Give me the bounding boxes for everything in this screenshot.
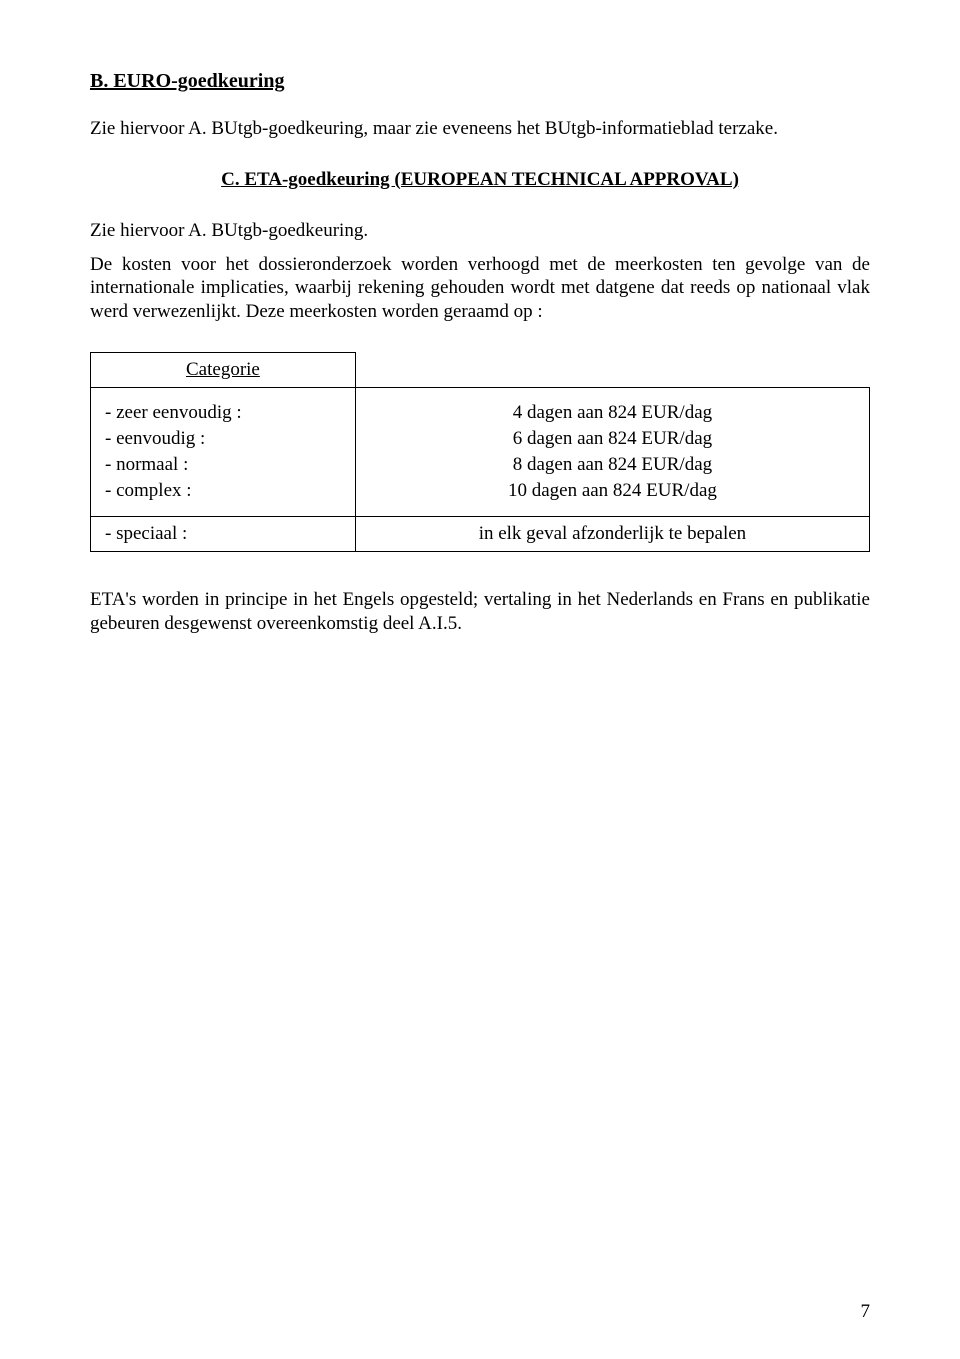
tariff-special-row: - speciaal : in elk geval afzonderlijk t… bbox=[91, 516, 870, 551]
tariff-labels-cell: - zeer eenvoudig : - eenvoudig : - norma… bbox=[91, 387, 356, 516]
document-page: B. EURO-goedkeuring Zie hiervoor A. BUtg… bbox=[0, 0, 960, 1359]
tariff-special-label: - speciaal : bbox=[91, 516, 356, 551]
page-number: 7 bbox=[861, 1301, 871, 1323]
tariff-row-value: 6 dagen aan 824 EUR/dag bbox=[370, 426, 855, 452]
section-b-paragraph: Zie hiervoor A. BUtgb-goedkeuring, maar … bbox=[90, 117, 870, 141]
tariff-header-empty bbox=[355, 352, 869, 387]
section-c-heading: C. ETA-goedkeuring (EUROPEAN TECHNICAL A… bbox=[90, 169, 870, 191]
tariff-row-label: - eenvoudig : bbox=[105, 426, 341, 452]
tariff-values-cell: 4 dagen aan 824 EUR/dag 6 dagen aan 824 … bbox=[355, 387, 869, 516]
section-c-footer: ETA's worden in principe in het Engels o… bbox=[90, 588, 870, 636]
tariff-special-value: in elk geval afzonderlijk te bepalen bbox=[355, 516, 869, 551]
tariff-header-row: Categorie bbox=[91, 352, 870, 387]
tariff-body-row: - zeer eenvoudig : - eenvoudig : - norma… bbox=[91, 387, 870, 516]
tariff-table: Categorie - zeer eenvoudig : - eenvoudig… bbox=[90, 352, 870, 552]
tariff-row-value: 4 dagen aan 824 EUR/dag bbox=[370, 400, 855, 426]
tariff-row-value: 8 dagen aan 824 EUR/dag bbox=[370, 452, 855, 478]
section-c-body: De kosten voor het dossieronderzoek word… bbox=[90, 253, 870, 324]
tariff-row-label: - normaal : bbox=[105, 452, 341, 478]
tariff-header-category: Categorie bbox=[91, 352, 356, 387]
section-c-intro: Zie hiervoor A. BUtgb-goedkeuring. bbox=[90, 219, 870, 243]
tariff-row-value: 10 dagen aan 824 EUR/dag bbox=[370, 478, 855, 504]
section-b-heading: B. EURO-goedkeuring bbox=[90, 70, 870, 93]
tariff-row-label: - complex : bbox=[105, 478, 341, 504]
tariff-row-label: - zeer eenvoudig : bbox=[105, 400, 341, 426]
